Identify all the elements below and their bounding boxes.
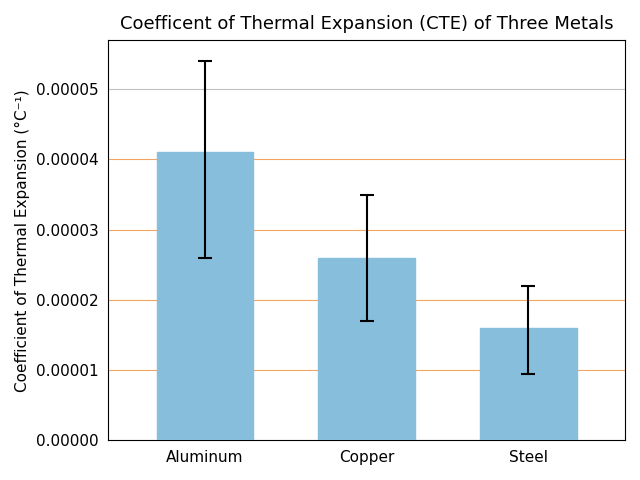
Y-axis label: Coefficient of Thermal Expansion (°C⁻¹): Coefficient of Thermal Expansion (°C⁻¹) xyxy=(15,89,30,392)
Bar xyxy=(479,328,577,440)
Bar xyxy=(157,153,253,440)
Title: Coefficent of Thermal Expansion (CTE) of Three Metals: Coefficent of Thermal Expansion (CTE) of… xyxy=(120,15,613,33)
Bar xyxy=(318,258,415,440)
